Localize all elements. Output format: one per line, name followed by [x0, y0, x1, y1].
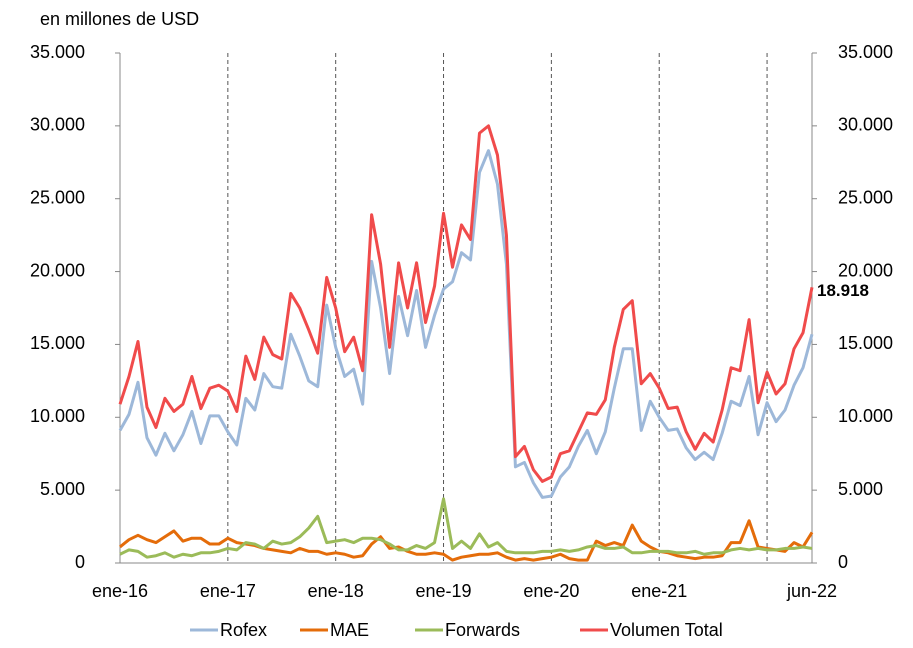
y2-tick-label: 15.000 — [838, 333, 893, 353]
y-tick-label: 30.000 — [30, 115, 85, 135]
y-tick-label: 0 — [75, 552, 85, 572]
y-tick-label: 15.000 — [30, 333, 85, 353]
x-tick-label: ene-16 — [92, 581, 148, 601]
series-line — [118, 149, 814, 499]
legend-label: Forwards — [445, 620, 520, 640]
legend-label: Volumen Total — [610, 620, 723, 640]
y-tick-label: 5.000 — [40, 479, 85, 499]
series-line — [118, 124, 814, 483]
y-tick-label: 25.000 — [30, 187, 85, 207]
value-label: 18.918 — [817, 281, 869, 300]
y2-tick-label: 0 — [838, 552, 848, 572]
legend-label: MAE — [330, 620, 369, 640]
y-tick-label: 35.000 — [30, 42, 85, 62]
x-tick-label: ene-18 — [308, 581, 364, 601]
x-tick-label: ene-19 — [416, 581, 472, 601]
x-tick-label: ene-17 — [200, 581, 256, 601]
y2-tick-label: 25.000 — [838, 187, 893, 207]
y2-tick-label: 5.000 — [838, 479, 883, 499]
legend-label: Rofex — [220, 620, 267, 640]
y2-tick-label: 20.000 — [838, 260, 893, 280]
series-line — [119, 519, 814, 562]
x-tick-label: ene-20 — [523, 581, 579, 601]
y2-tick-label: 30.000 — [838, 115, 893, 135]
y2-tick-label: 35.000 — [838, 42, 893, 62]
x-tick-label: ene-21 — [631, 581, 687, 601]
y-tick-label: 20.000 — [30, 260, 85, 280]
series-line — [119, 497, 813, 559]
y2-tick-label: 10.000 — [838, 406, 893, 426]
y-tick-label: 10.000 — [30, 406, 85, 426]
y-axis-label: en millones de USD — [40, 9, 199, 29]
x-tick-label: jun-22 — [786, 581, 837, 601]
